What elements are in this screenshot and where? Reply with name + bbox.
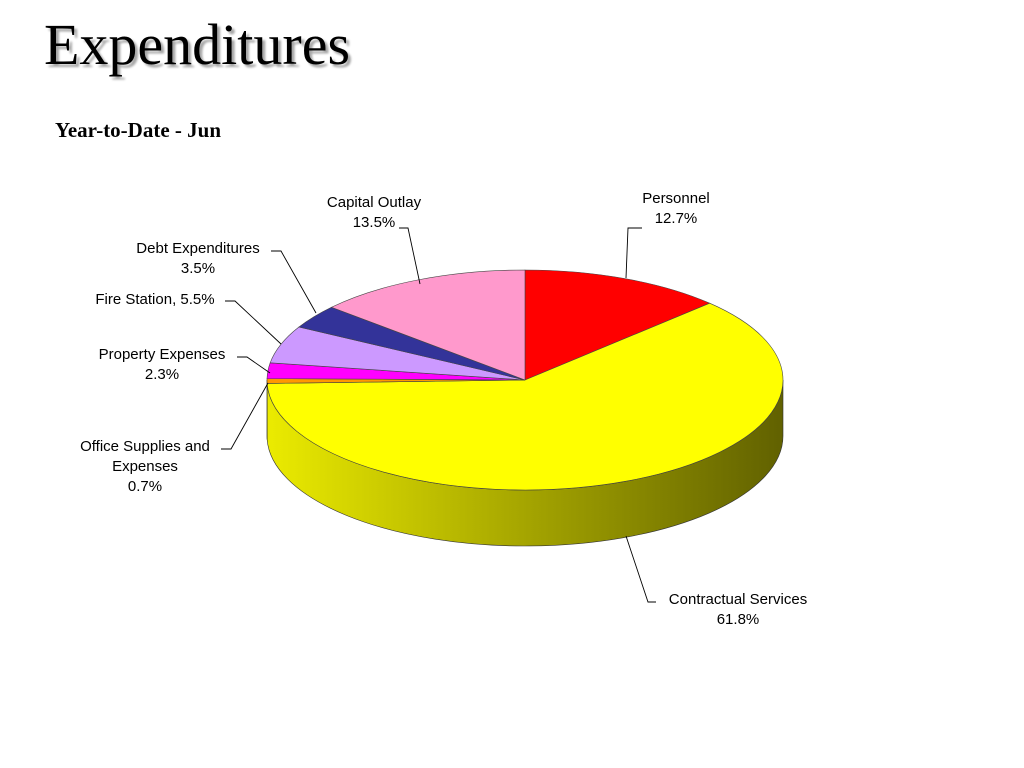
slice-label-line: 3.5%	[181, 260, 215, 277]
slice-label-fire-station: Fire Station, 5.5%	[95, 291, 214, 308]
slice-label-office-supplies-and-expenses: Office Supplies and Expenses 0.7%	[80, 438, 210, 495]
slice-label-property-expenses: Property Expenses 2.3%	[99, 346, 226, 383]
page-title: Expenditures	[44, 12, 351, 77]
slice-label-personnel: Personnel 12.7%	[642, 190, 710, 227]
slice-label-line: Contractual Services	[669, 591, 807, 608]
slice-label-line: Personnel	[642, 190, 710, 207]
slice-label-line: 2.3%	[145, 366, 179, 383]
slice-label-contractual-services: Contractual Services 61.8%	[669, 591, 807, 628]
slice-label-capital-outlay: Capital Outlay 13.5%	[327, 194, 422, 231]
pie-labels: Personnel 12.7% Contractual Services 61.8% O…	[80, 190, 807, 628]
pie-slice-contractual-services	[266, 302, 784, 491]
slice-label-line: 12.7%	[655, 210, 698, 227]
slice-label-line: Expenses	[112, 458, 178, 475]
chart-subtitle: Year-to-Date - Jun	[55, 118, 222, 142]
pie-leaders	[221, 227, 656, 603]
slice-label-line: Capital Outlay	[327, 194, 422, 211]
pie-top	[266, 269, 784, 491]
slice-label-line: 0.7%	[128, 478, 162, 495]
slice-label-line: 13.5%	[353, 214, 396, 231]
leader-line-capital-outlay	[399, 227, 421, 285]
slice-label-line: 61.8%	[717, 611, 760, 628]
leader-line-contractual-services	[625, 535, 656, 603]
slice-label-line: Fire Station, 5.5%	[95, 291, 214, 308]
pie-slice-personnel	[524, 269, 711, 381]
leader-line-personnel	[625, 227, 642, 279]
slice-label-debt-expenditures: Debt Expenditures 3.5%	[136, 240, 259, 277]
slice-label-line: Debt Expenditures	[136, 240, 259, 257]
slice-label-line: Office Supplies and	[80, 438, 210, 455]
leader-line-fire-station	[225, 300, 282, 345]
leader-line-property-expenses	[237, 356, 271, 374]
slice-label-line: Property Expenses	[99, 346, 226, 363]
leader-line-debt-expenditures	[271, 250, 317, 314]
leader-line-office-supplies-and-expenses	[221, 382, 269, 450]
